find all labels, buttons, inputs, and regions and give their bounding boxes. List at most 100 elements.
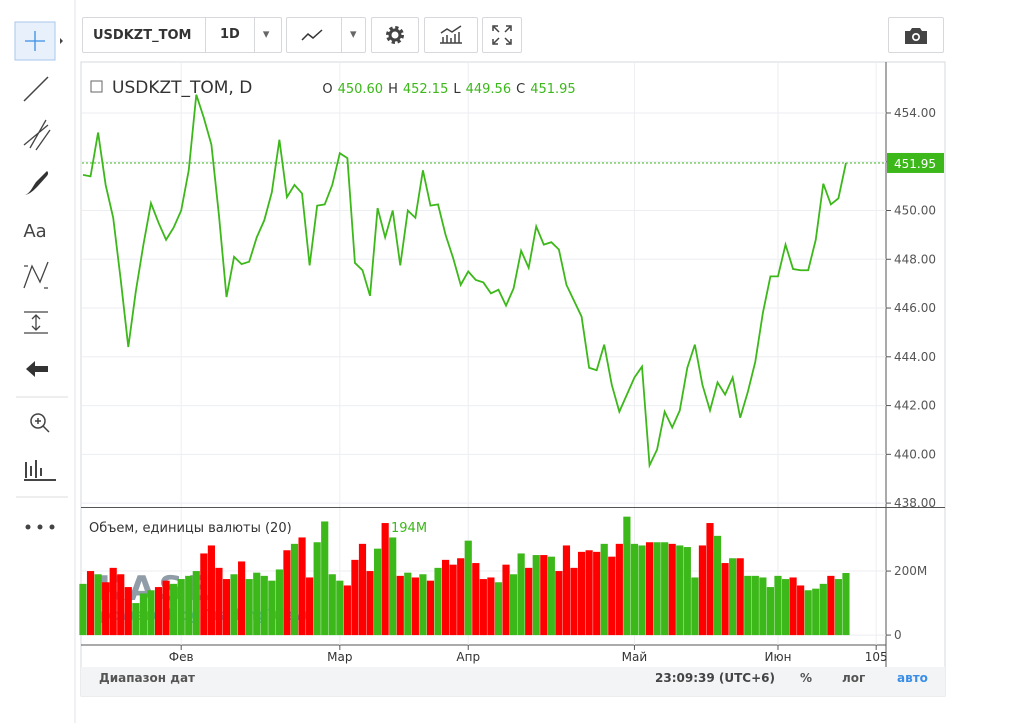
x-tick-label: Апр (456, 650, 480, 664)
volume-bar (109, 567, 117, 636)
volume-bar (789, 577, 797, 636)
auto-toggle[interactable]: авто (897, 671, 928, 685)
indicators-button[interactable] (424, 17, 478, 53)
snapshot-button[interactable] (888, 17, 944, 53)
volume-bar (570, 567, 578, 636)
legend-high-label: H (388, 82, 398, 97)
volume-bar (706, 523, 714, 636)
volume-bar (238, 561, 246, 636)
volume-bar (200, 553, 208, 636)
volume-bar (351, 559, 359, 636)
volume-bar (404, 572, 412, 636)
volume-bar (374, 548, 382, 636)
hide-tool[interactable] (24, 460, 56, 481)
volume-bar (170, 583, 178, 636)
volume-bar (638, 545, 646, 636)
volume-bar (661, 542, 669, 636)
volume-bar (517, 553, 525, 636)
trend-line-tool[interactable] (23, 76, 49, 102)
back-tool[interactable] (26, 361, 48, 377)
volume-bar (343, 585, 351, 636)
volume-bar (321, 521, 329, 636)
crosshair-icon (25, 31, 45, 51)
percent-toggle[interactable]: % (800, 671, 813, 685)
volume-bar (396, 575, 404, 636)
volume-bar (419, 574, 427, 636)
interval-dropdown[interactable]: ▾ (253, 18, 278, 52)
x-tick-label: Май (622, 650, 648, 664)
y-tick-label: 454.00 (894, 106, 936, 120)
fullscreen-icon (492, 25, 512, 45)
price-legend: USDKZT_TOM, D O 450.60 H 452.15 L 449.56 C 451.9… (112, 78, 576, 98)
settings-button[interactable] (371, 17, 419, 53)
chart-style[interactable]: ▾ (286, 17, 366, 53)
y-tick-label: 438.00 (894, 496, 936, 510)
volume-bar (132, 603, 140, 636)
log-toggle[interactable]: лог (842, 671, 866, 685)
pattern-tool[interactable] (23, 261, 49, 289)
volume-bar (555, 571, 563, 636)
volume-bar (245, 579, 253, 636)
volume-bar (457, 558, 465, 636)
line-style-icon (301, 29, 323, 41)
zoom-tool[interactable] (30, 413, 46, 429)
volume-bar (283, 550, 291, 636)
volume-legend: Объем, единицы валюты (20) (89, 521, 292, 536)
brush-tool[interactable] (25, 171, 49, 195)
symbol: USDKZT_TOM (93, 27, 192, 43)
zoom-icon (35, 418, 50, 433)
volume-bar (736, 558, 744, 636)
legend-high: 452.15 (403, 82, 449, 97)
indicators-icon (440, 25, 462, 44)
volume-bar (623, 516, 631, 636)
volume-bar (215, 567, 223, 636)
volume-bar (268, 580, 276, 636)
y-tick-label: 0 (894, 628, 902, 642)
volume-bar (593, 551, 601, 636)
volume-bar (426, 580, 435, 636)
volume-bar (713, 535, 722, 636)
date-range[interactable]: Диапазон дат (99, 671, 196, 685)
y-tick-label: 200M (894, 564, 927, 578)
style-dropdown[interactable]: ▾ (341, 18, 365, 52)
volume-bar (102, 582, 110, 636)
y-tick-label: 446.00 (894, 301, 936, 315)
volume-bar (751, 575, 759, 636)
volume-bar (819, 583, 827, 636)
x-tick-label: Мар (327, 650, 352, 664)
legend-collapse (90, 80, 103, 93)
volume-bar (547, 556, 555, 636)
gear-icon (386, 26, 404, 44)
volume-bar (615, 543, 623, 636)
volume-bar (502, 564, 510, 636)
volume-bar (117, 574, 125, 636)
volume-bar (147, 590, 155, 636)
volume-bar (306, 577, 314, 636)
pitchfork-tool[interactable] (23, 119, 51, 151)
volume-bar (86, 571, 95, 636)
volume-bar (577, 551, 586, 636)
volume-bar (381, 523, 389, 636)
volume-bar (827, 575, 835, 636)
volume-bar (600, 543, 608, 636)
text-tool[interactable]: Aa (23, 221, 46, 242)
clock: 23:09:39 (UTC+6) (655, 671, 775, 685)
volume-bar (834, 579, 842, 636)
volume-bar (185, 575, 193, 636)
volume-bar (653, 542, 661, 636)
legend-symbol: USDKZT_TOM, D (112, 78, 252, 98)
volume-bar (797, 585, 805, 636)
fullscreen-button[interactable] (482, 17, 522, 53)
interval[interactable]: 1D (205, 18, 254, 52)
measure-tool[interactable] (24, 311, 48, 334)
volume-bar (79, 583, 87, 636)
more-tools[interactable] (25, 524, 55, 530)
volume-bar (668, 543, 676, 636)
volume-bar (729, 558, 737, 636)
symbol-box[interactable]: USDKZT_TOM 1D ▾ (82, 17, 282, 53)
volume-bar (479, 579, 487, 636)
footer-bar (81, 667, 945, 696)
volume-bar (358, 543, 367, 636)
